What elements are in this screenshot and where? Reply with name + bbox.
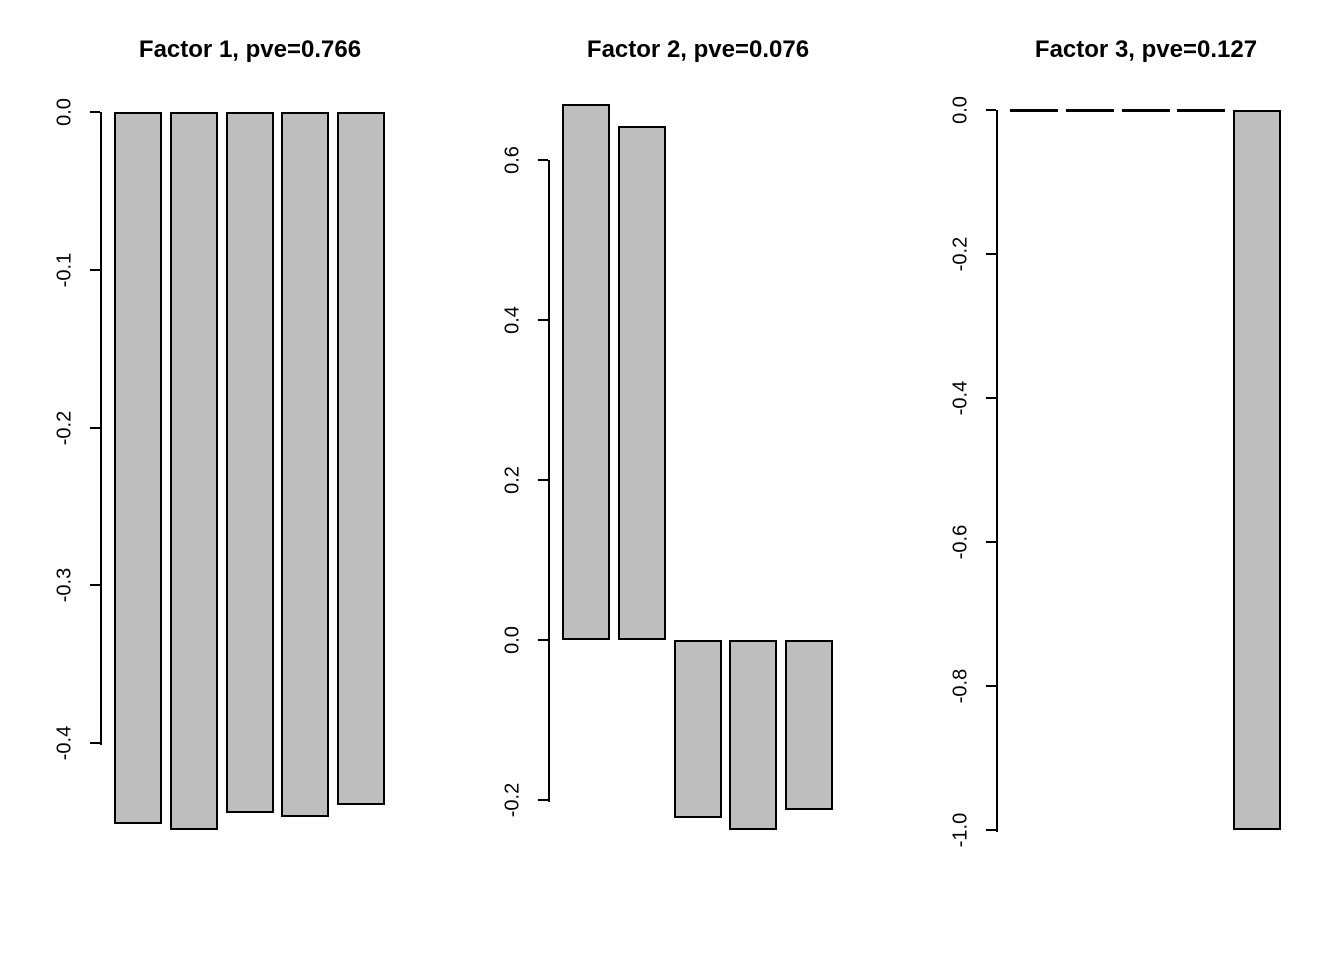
y-tick-label: -0.2: [53, 410, 76, 445]
y-axis-tick: [90, 742, 100, 745]
bar: [169, 112, 218, 830]
y-axis-tick: [538, 479, 548, 481]
y-axis-line: [100, 112, 102, 746]
y-tick-label: 0.2: [501, 466, 524, 494]
bar: [673, 640, 722, 818]
bar: [1177, 108, 1226, 112]
y-tick-label: 0.0: [501, 626, 524, 654]
y-axis-tick: [538, 319, 548, 321]
y-axis-tick: [986, 397, 996, 399]
plot-area: 0.6 0.4 0.2 0.0 -0.2: [448, 0, 896, 960]
y-axis-tick: [90, 584, 100, 587]
bar: [225, 112, 274, 813]
bar: [1233, 110, 1281, 830]
bar: [562, 104, 610, 640]
y-tick-label: 0.0: [53, 98, 76, 126]
plot-area: 0.0 -0.2 -0.4 -0.6 -0.8 -1.0: [896, 0, 1344, 960]
y-tick-label: 0.6: [501, 146, 524, 174]
y-tick-label: -0.2: [949, 236, 972, 272]
y-tick-label: -0.6: [949, 524, 972, 560]
y-tick-label: 0.0: [949, 96, 972, 124]
y-tick-label: -0.4: [949, 380, 972, 416]
y-axis-tick: [538, 639, 548, 641]
panel-title: Factor 3, pve=0.127: [1034, 36, 1258, 63]
y-tick-label: -1.0: [949, 812, 972, 848]
y-axis-tick: [90, 111, 100, 113]
bar: [617, 126, 666, 640]
y-tick-label: -0.2: [501, 782, 524, 818]
plot-area: 0.0 -0.1 -0.2 -0.3 -0.4: [0, 0, 448, 960]
y-axis-tick: [90, 268, 100, 271]
y-axis-tick: [986, 109, 996, 111]
panel-title: Factor 2, pve=0.076: [586, 36, 810, 63]
y-axis-tick: [90, 426, 100, 429]
y-axis-tick: [986, 541, 996, 543]
y-tick-label: -0.1: [53, 252, 76, 288]
panel-title: Factor 1, pve=0.766: [138, 36, 362, 63]
bar: [1065, 108, 1114, 112]
y-axis-tick: [986, 685, 996, 687]
bar: [1010, 108, 1058, 112]
bar: [281, 112, 330, 818]
y-tick-label: -0.4: [53, 725, 76, 761]
y-axis-tick: [986, 253, 996, 255]
y-axis-tick: [538, 159, 548, 161]
y-axis-tick: [538, 799, 548, 801]
y-axis-line: [548, 160, 550, 802]
panel-factor-2: Factor 2, pve=0.076 0.6 0.4 0.2 0.0 -0.2: [448, 0, 896, 960]
bar: [337, 112, 385, 805]
bar: [114, 112, 162, 824]
bar: [729, 640, 778, 830]
y-tick-label: -0.8: [949, 668, 972, 704]
bar: [785, 640, 833, 810]
y-axis-tick: [986, 829, 996, 831]
y-tick-label: 0.4: [501, 306, 524, 334]
bar: [1121, 108, 1170, 112]
panel-factor-1: Factor 1, pve=0.766 0.0 -0.1 -0.2 -0.3 -0.4: [0, 0, 448, 960]
y-axis-line: [996, 110, 998, 832]
panel-factor-3: Factor 3, pve=0.127 0.0 -0.2 -0.4 -0.6 -0.8 -…: [896, 0, 1344, 960]
y-tick-label: -0.3: [53, 568, 76, 603]
